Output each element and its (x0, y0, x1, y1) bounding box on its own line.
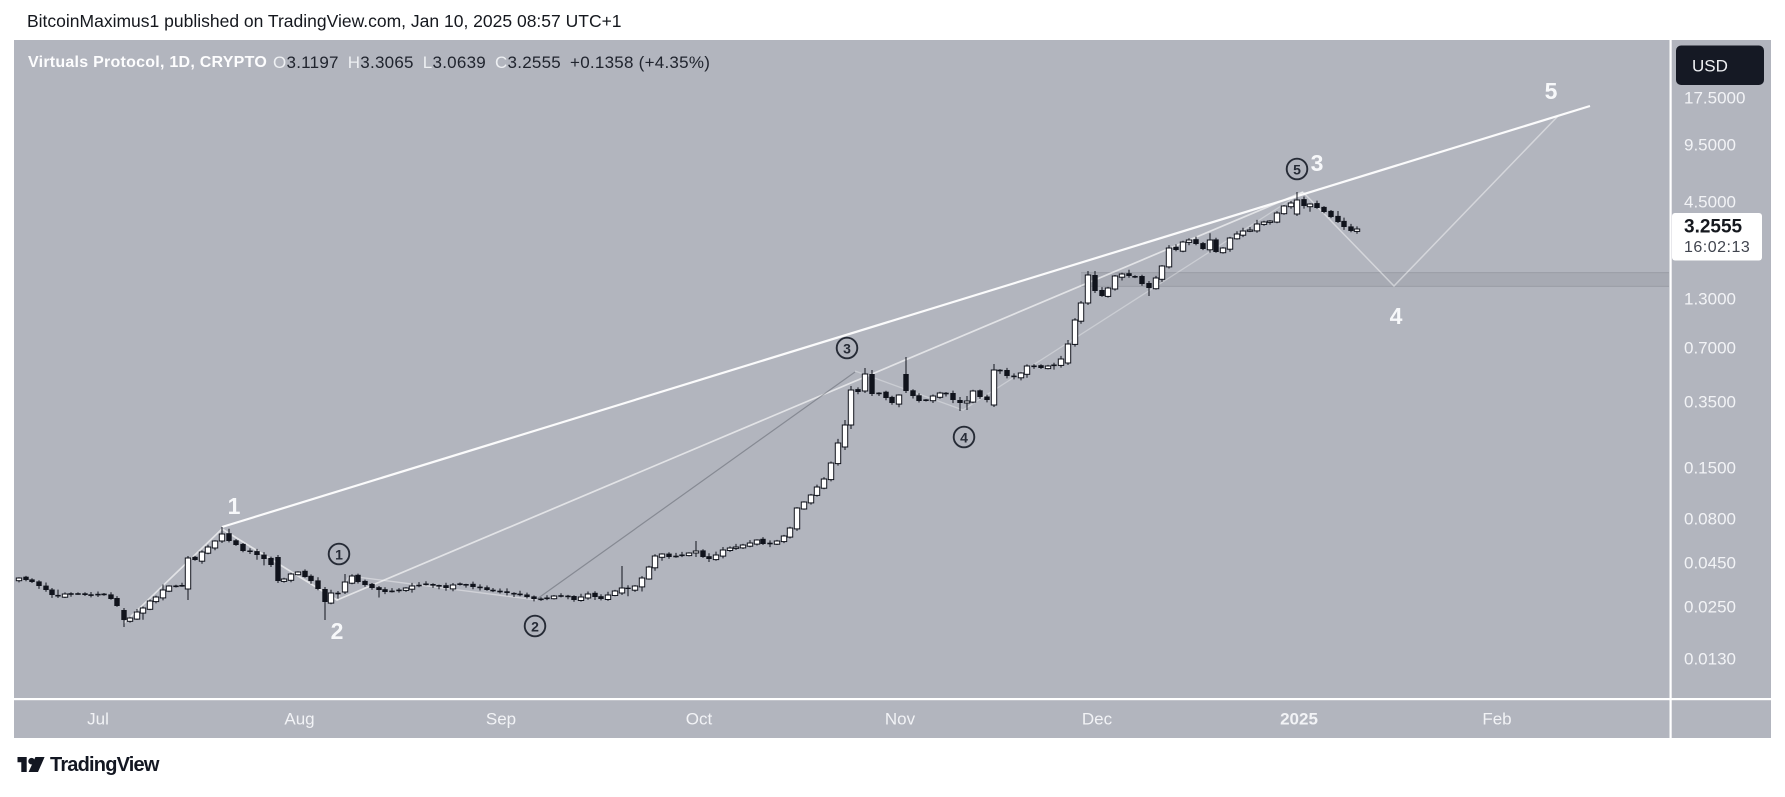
svg-text:17.5000: 17.5000 (1684, 89, 1745, 108)
svg-text:3: 3 (1311, 150, 1324, 176)
svg-text:0.0800: 0.0800 (1684, 510, 1736, 529)
svg-text:Feb: Feb (1482, 710, 1511, 729)
svg-text:0.1500: 0.1500 (1684, 459, 1736, 478)
svg-text:0.3500: 0.3500 (1684, 393, 1736, 412)
svg-text:Sep: Sep (486, 710, 516, 729)
svg-text:2: 2 (331, 618, 344, 644)
svg-text:TradingView: TradingView (50, 754, 160, 776)
svg-text:0.7000: 0.7000 (1684, 339, 1736, 358)
svg-text:16:02:13: 16:02:13 (1684, 239, 1750, 256)
svg-text:0.0450: 0.0450 (1684, 554, 1736, 573)
svg-text:Nov: Nov (885, 710, 916, 729)
svg-text:9.5000: 9.5000 (1684, 136, 1736, 155)
svg-text:2025: 2025 (1280, 710, 1318, 729)
svg-text:5: 5 (1545, 78, 1558, 104)
svg-text:0.0130: 0.0130 (1684, 650, 1736, 669)
svg-text:5: 5 (1293, 162, 1301, 178)
svg-text:1: 1 (228, 493, 241, 519)
svg-text:4: 4 (1390, 303, 1403, 329)
svg-text:Jul: Jul (87, 710, 109, 729)
svg-text:1: 1 (335, 547, 343, 563)
svg-text:USD: USD (1692, 57, 1728, 76)
svg-text:2: 2 (531, 619, 539, 635)
svg-text:BitcoinMaximus1 published on T: BitcoinMaximus1 published on TradingView… (27, 11, 622, 31)
svg-text:Oct: Oct (686, 710, 713, 729)
svg-text:3: 3 (843, 341, 851, 357)
svg-text:Aug: Aug (284, 710, 314, 729)
svg-text:4.5000: 4.5000 (1684, 193, 1736, 212)
svg-text:1.3000: 1.3000 (1684, 290, 1736, 309)
svg-text:0.0250: 0.0250 (1684, 598, 1736, 617)
svg-text:Dec: Dec (1082, 710, 1113, 729)
svg-text:4: 4 (960, 430, 968, 446)
svg-text:3.2555: 3.2555 (1684, 217, 1743, 238)
